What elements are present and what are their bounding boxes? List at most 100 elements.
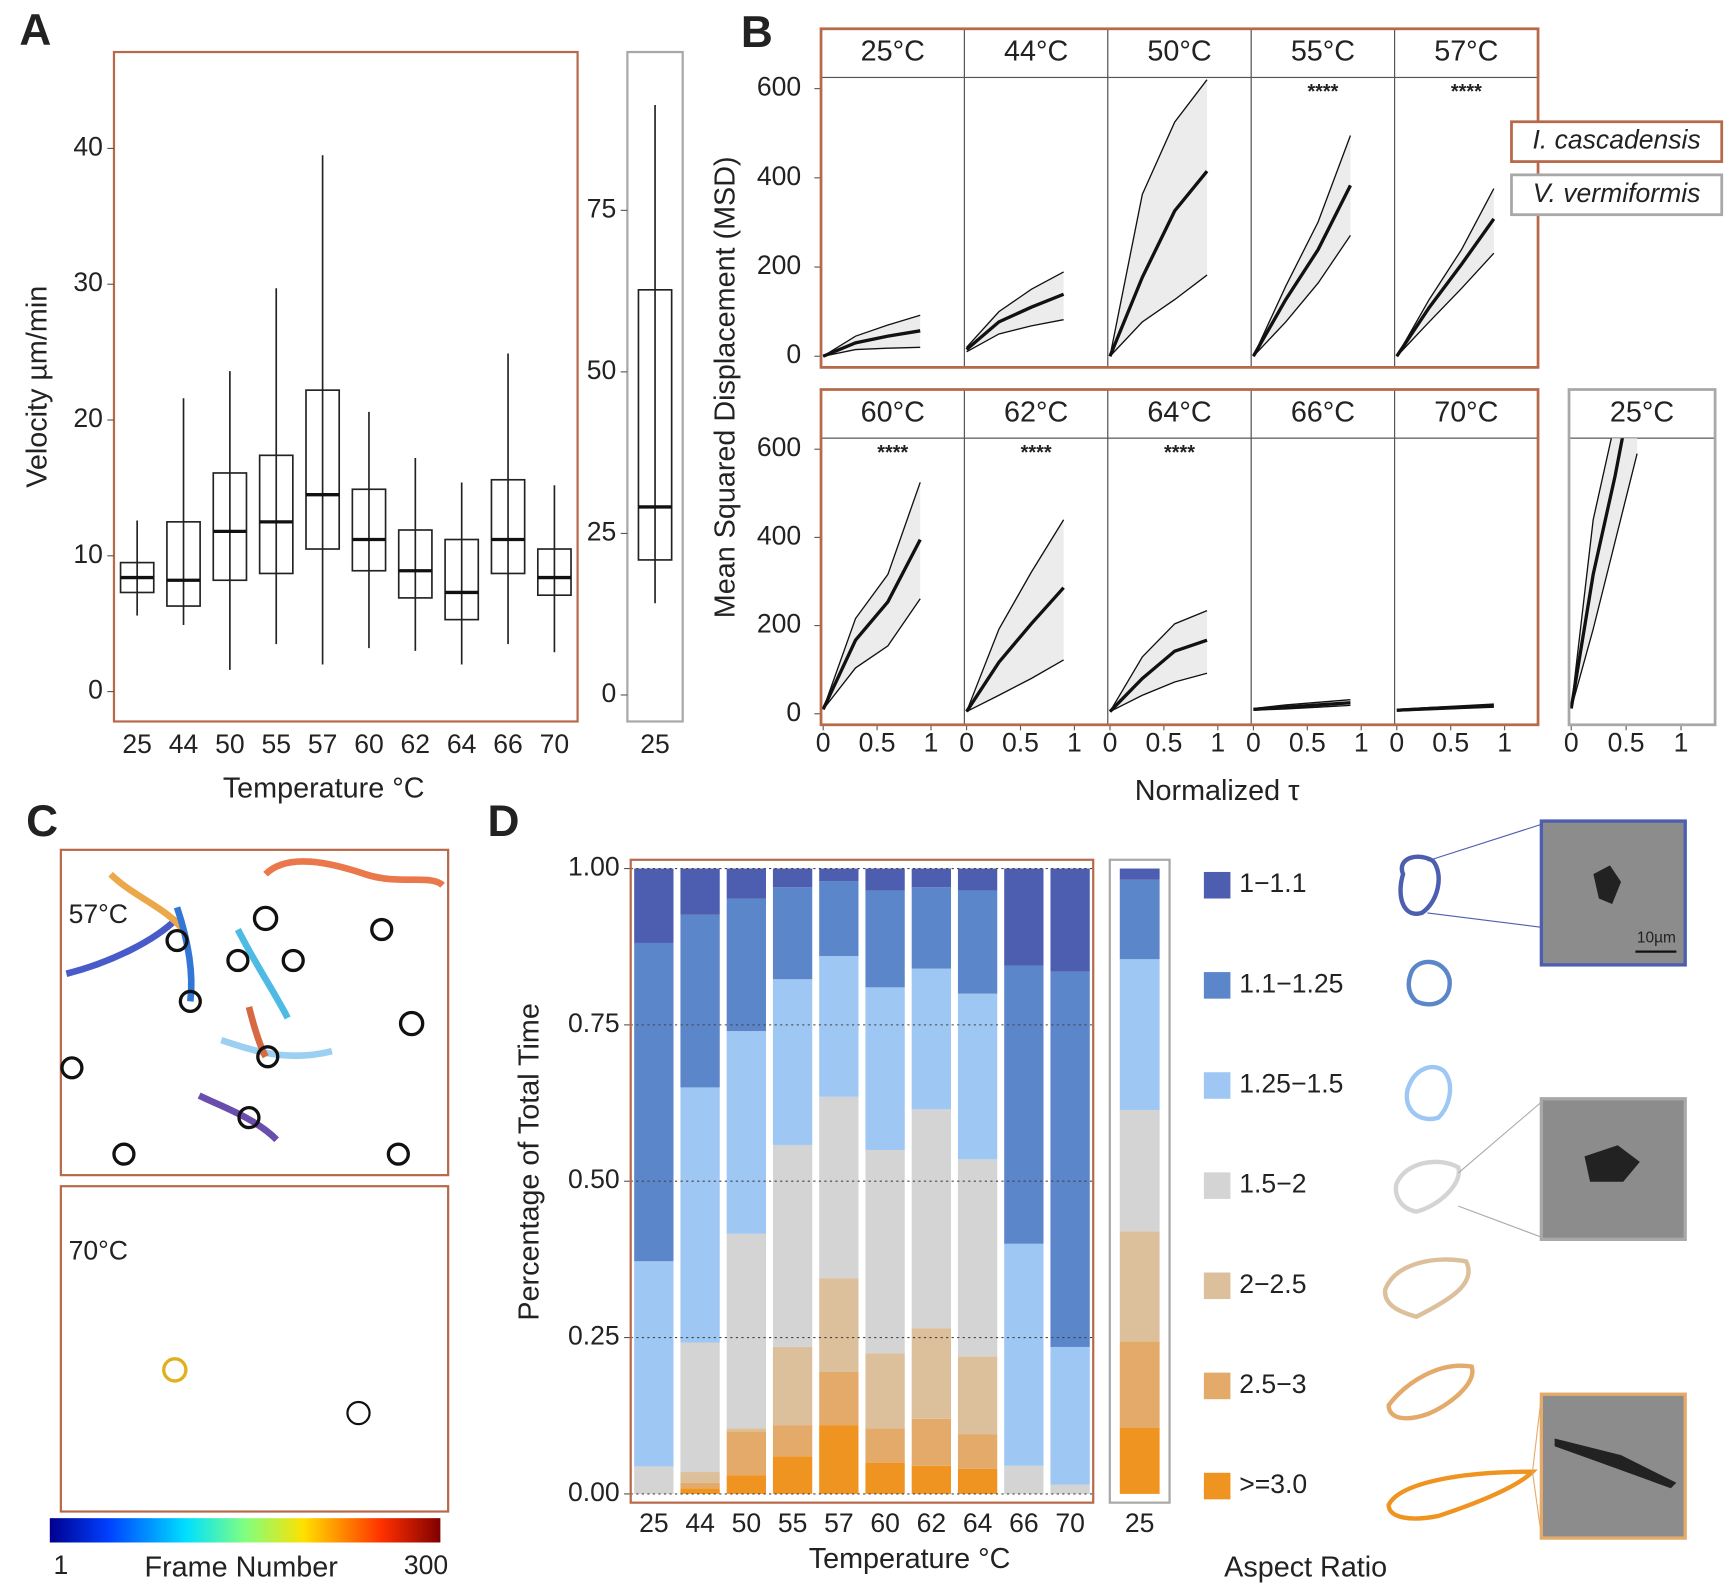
bar-segment [865, 1149, 905, 1354]
ci-line [1396, 252, 1495, 357]
ci-band [1253, 135, 1351, 357]
facet-header [963, 28, 1109, 79]
x-tick-label: 66 [493, 729, 523, 759]
bar-segment [819, 868, 859, 882]
bar-segment [911, 1109, 952, 1329]
box [637, 288, 673, 561]
y-tick-label: 400 [757, 161, 801, 191]
facet-title: 60°C [861, 396, 925, 428]
legend-label: V. vermiformis [1533, 178, 1701, 208]
ci-band [1109, 79, 1208, 357]
ci-line [1109, 274, 1208, 357]
ci-line [965, 519, 1065, 712]
bar-segment [1050, 1346, 1090, 1485]
bar-segment [680, 1488, 720, 1494]
panel-label: A [19, 6, 51, 55]
plot-border [1108, 858, 1171, 1504]
bar-segment [957, 1356, 998, 1435]
y-tick-label: 1.00 [568, 852, 620, 882]
bar-segment [911, 1328, 952, 1419]
track-image [49, 848, 450, 1543]
y-tick-label: 75 [587, 193, 617, 223]
facet-lines [1108, 609, 1208, 713]
y-tick-label: 30 [73, 267, 103, 297]
bar-segment [865, 868, 905, 891]
plot-border [626, 50, 684, 723]
group-border [819, 388, 1540, 727]
facet-lines [1108, 79, 1209, 357]
bar-segment [865, 890, 905, 988]
y-tick-label: 0 [88, 675, 103, 705]
bar-segment [680, 1087, 720, 1343]
bar-segment [911, 1465, 952, 1494]
x-tick-label: 0 [816, 728, 831, 758]
bar-segment [1119, 1427, 1160, 1494]
legend-label: 1.25−1.5 [1239, 1069, 1343, 1099]
mean-line [1108, 638, 1208, 713]
bar-segment [726, 1431, 766, 1476]
facet-title: 25°C [1610, 396, 1674, 428]
ci-line [966, 271, 1064, 348]
x-tick-label: 0 [1389, 728, 1404, 758]
plot-border [112, 50, 579, 723]
legend-label: 1−1.1 [1239, 868, 1306, 898]
x-axis-label: Normalized τ [1135, 775, 1300, 807]
x-tick-label: 1 [924, 728, 939, 758]
y-tick-label: 600 [757, 432, 801, 462]
x-tick-label: 57 [308, 729, 338, 759]
mean-line [821, 538, 922, 711]
ci-line [1252, 135, 1352, 357]
bar-segment [634, 868, 674, 943]
bar-segment [911, 1418, 952, 1466]
facet-title: 66°C [1291, 396, 1355, 428]
x-tick-label: 1 [1674, 728, 1689, 758]
x-tick-label: 1 [1497, 728, 1512, 758]
ci-band [966, 519, 1064, 712]
y-tick-label: 0.75 [568, 1008, 620, 1038]
bar-segment [1119, 879, 1160, 960]
legend-swatch [1203, 972, 1231, 999]
facet-title: 62°C [1004, 396, 1068, 428]
ci-line [966, 659, 1064, 713]
ci-line [966, 319, 1064, 353]
box [166, 521, 201, 607]
box [212, 472, 248, 582]
colorbar-min: 1 [53, 1550, 68, 1580]
x-tick-label: 25 [1125, 1508, 1155, 1538]
y-axis-label: Percentage of Total Time [514, 1003, 546, 1321]
box [536, 548, 572, 597]
bar-segment [865, 1428, 905, 1463]
bar-segment [726, 1031, 766, 1234]
x-tick-label: 25 [639, 1508, 669, 1538]
bar-segment [819, 956, 859, 1097]
panel-label: C [26, 797, 58, 846]
legend-title: Aspect Ratio [1224, 1552, 1387, 1584]
bar-segment [819, 881, 859, 957]
y-tick-label: 200 [757, 609, 801, 639]
y-tick-label: 0.50 [568, 1164, 620, 1194]
mean-line [1253, 701, 1351, 712]
bar-segment [726, 898, 766, 1032]
legend-box [1510, 173, 1724, 217]
bar-segment [634, 1261, 674, 1467]
facet-title: 55°C [1291, 36, 1355, 68]
bar-segment [957, 868, 998, 891]
bar-segment [680, 1482, 720, 1489]
box [490, 478, 526, 575]
facet-lines [965, 519, 1065, 713]
legend-label: 1.5−2 [1239, 1169, 1306, 1199]
bar-segment [865, 1462, 905, 1494]
significance: **** [1164, 442, 1195, 464]
ci-band [1571, 438, 1638, 709]
x-tick-label: 60 [354, 729, 384, 759]
mean-line [1251, 184, 1352, 358]
bar-segment [1050, 868, 1090, 972]
ci-line [823, 346, 921, 357]
bar-segment [819, 1096, 859, 1279]
facet-title: 25°C [861, 36, 925, 68]
y-tick-label: 0 [786, 339, 801, 369]
bar-segment [819, 1278, 859, 1372]
legend-label: >=3.0 [1239, 1469, 1307, 1499]
legend-label: 2−2.5 [1239, 1269, 1306, 1299]
bar-segment [1119, 959, 1160, 1110]
